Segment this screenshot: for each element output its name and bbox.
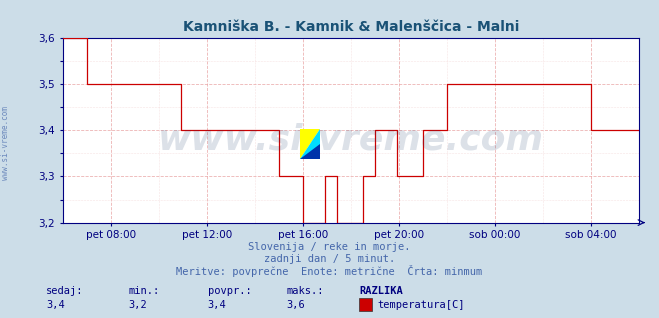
Polygon shape [300,129,320,159]
Text: min.:: min.: [129,286,159,296]
Text: www.si-vreme.com: www.si-vreme.com [158,123,544,156]
Text: www.si-vreme.com: www.si-vreme.com [1,106,10,180]
Text: sedaj:: sedaj: [46,286,84,296]
Text: povpr.:: povpr.: [208,286,251,296]
Title: Kamniška B. - Kamnik & Malenščica - Malni: Kamniška B. - Kamnik & Malenščica - Maln… [183,20,519,34]
Text: temperatura[C]: temperatura[C] [378,301,465,310]
Polygon shape [300,144,320,159]
Text: 3,2: 3,2 [129,301,147,310]
Text: 3,4: 3,4 [46,301,65,310]
Text: 3,6: 3,6 [287,301,305,310]
Text: Slovenija / reke in morje.: Slovenija / reke in morje. [248,242,411,252]
Polygon shape [300,129,320,159]
Text: maks.:: maks.: [287,286,324,296]
Text: zadnji dan / 5 minut.: zadnji dan / 5 minut. [264,254,395,264]
Text: 3,4: 3,4 [208,301,226,310]
Text: RAZLIKA: RAZLIKA [359,286,403,296]
Text: Meritve: povprečne  Enote: metrične  Črta: minmum: Meritve: povprečne Enote: metrične Črta:… [177,265,482,277]
